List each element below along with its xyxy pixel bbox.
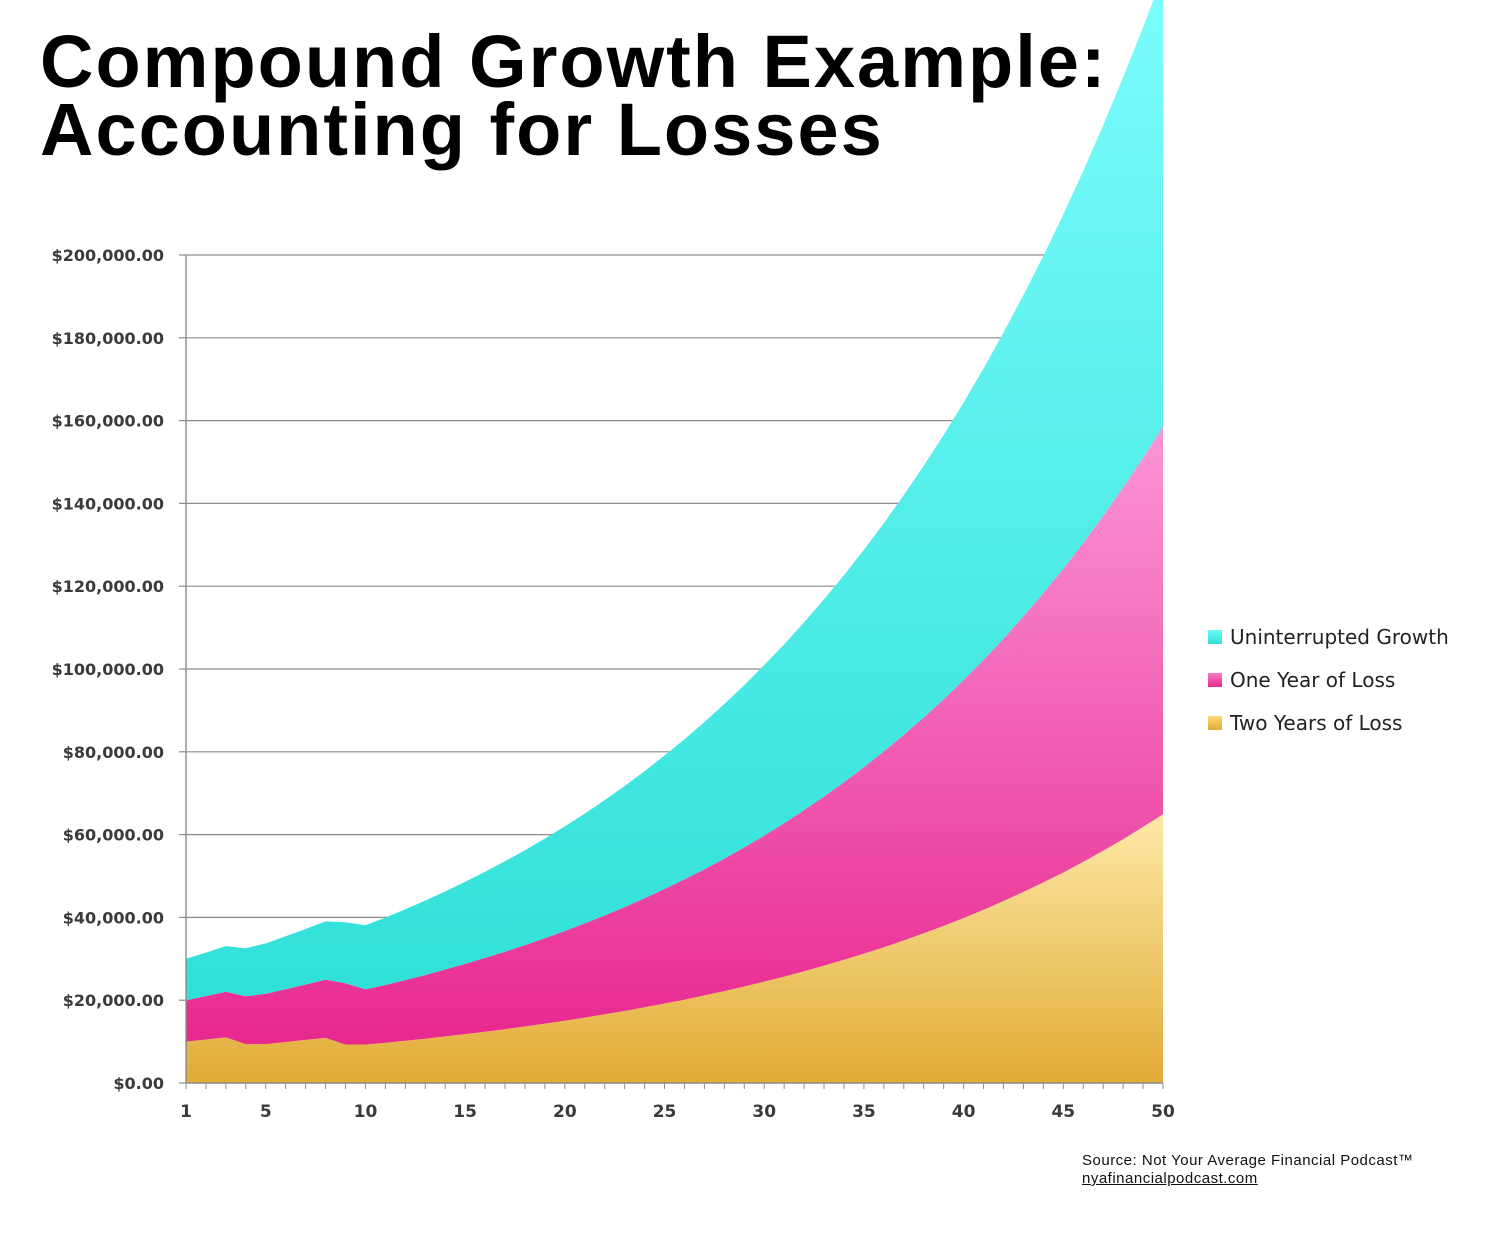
x-tick-label: 40 [952,1102,976,1122]
legend: Uninterrupted Growth One Year of Loss Tw… [1208,625,1449,755]
x-tick-label: 30 [752,1102,776,1122]
chart-title: Compound Growth Example: Accounting for … [40,20,1108,171]
y-tick-label: $160,000.00 [52,412,164,431]
legend-label: Uninterrupted Growth [1230,625,1449,649]
legend-label: Two Years of Loss [1230,711,1403,735]
x-tick-label: 15 [453,1102,477,1122]
legend-item-uninterrupted-growth: Uninterrupted Growth [1208,625,1449,649]
y-tick-label: $200,000.00 [52,246,164,265]
legend-swatch-uninterrupted-growth [1208,630,1222,644]
y-tick-label: $40,000.00 [63,908,164,927]
x-tick-label: 35 [852,1102,876,1122]
legend-item-one-year-of-loss: One Year of Loss [1208,668,1449,692]
x-tick-label: 25 [653,1102,677,1122]
y-tick-label: $140,000.00 [52,494,164,513]
area-uninterrupted-growth [186,0,1163,1001]
y-tick-label: $180,000.00 [52,329,164,348]
y-tick-label: $60,000.00 [63,826,164,845]
legend-swatch-one-year-of-loss [1208,673,1222,687]
legend-label: One Year of Loss [1230,668,1396,692]
source-text: Source: Not Your Average Financial Podca… [1082,1152,1414,1169]
x-tick-label: 5 [260,1102,272,1122]
area-two-years-of-loss [186,814,1163,1083]
x-tick-label: 45 [1051,1102,1075,1122]
x-tick-label: 50 [1151,1102,1175,1122]
chart-title-line-2: Accounting for Losses [40,88,884,171]
legend-item-two-years-of-loss: Two Years of Loss [1208,711,1449,735]
area-series [186,0,1163,1083]
y-tick-label: $80,000.00 [63,743,164,762]
x-tick-label: 10 [354,1102,378,1122]
y-tick-label: $120,000.00 [52,577,164,596]
x-tick-label: 20 [553,1102,577,1122]
area-one-year-of-loss [186,426,1163,1045]
source-url-link[interactable]: nyafinancialpodcast.com [1082,1170,1258,1187]
chart-title-line-1: Compound Growth Example: [40,20,1108,103]
axes: $0.00 $20,000.00 $40,000.00 $60,000.00 $80,0… [52,246,1175,1122]
legend-swatch-two-years-of-loss [1208,716,1222,730]
x-tick-label: 1 [180,1102,192,1122]
y-tick-label: $100,000.00 [52,660,164,679]
y-tick-label: $0.00 [113,1074,164,1093]
source-credit: Source: Not Your Average Financial Podca… [1082,1152,1413,1188]
y-tick-label: $20,000.00 [63,991,164,1010]
